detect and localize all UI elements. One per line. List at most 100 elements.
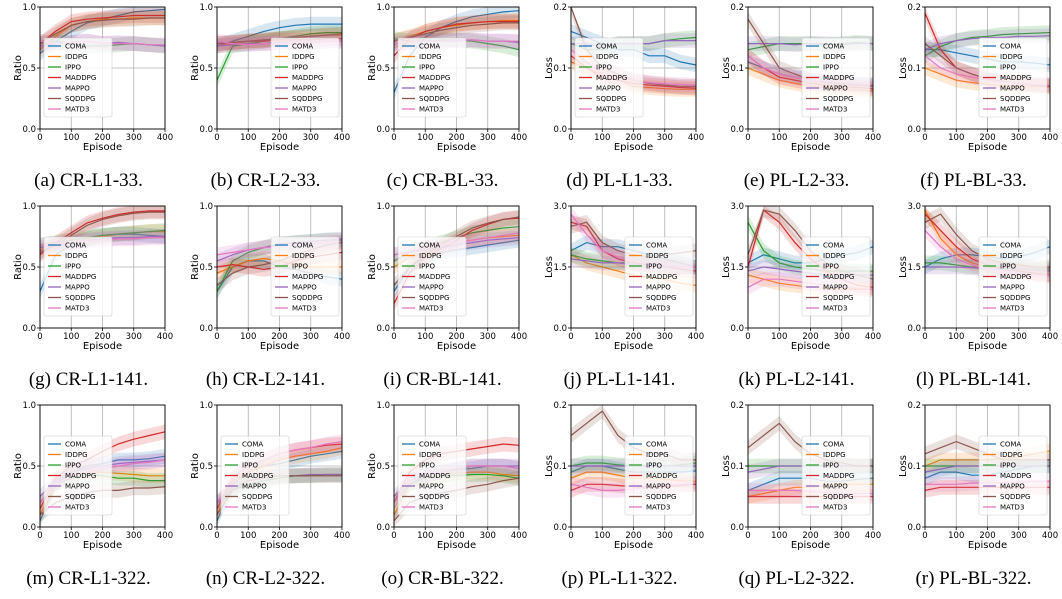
legend-label: MADDPG xyxy=(242,472,273,480)
x-tick-label: 200 xyxy=(979,332,995,342)
legend-label: MADDPG xyxy=(65,472,96,480)
legend-label: MAPPO xyxy=(419,483,444,491)
y-tick-label: 0.2 xyxy=(730,401,744,411)
legend-label: MADDPG xyxy=(646,273,677,281)
series-line xyxy=(924,35,1051,51)
chart-panel: 0 100 200 300 400 0.0 1.5 3.0 Episode Loss COMA IDD… xyxy=(885,199,1062,398)
x-tick-label: 0 xyxy=(391,133,396,143)
x-tick-label: 400 xyxy=(334,531,350,541)
x-tick-label: 200 xyxy=(448,332,464,342)
y-axis-label: Ratio xyxy=(367,453,378,479)
subfigure-caption: (o) CR-BL-322. xyxy=(381,568,504,589)
confidence-band xyxy=(394,232,519,299)
chart-panel: 0 100 200 300 400 0.0 0.1 0.2 Episode Loss COMA IDD… xyxy=(885,398,1062,597)
chart-panel: 0 100 200 300 400 0.0 0.5 1.0 Episode Ratio COMA ID… xyxy=(0,0,177,199)
y-tick-label: 1.0 xyxy=(22,3,36,13)
legend-label: IPPO xyxy=(646,263,663,271)
confidence-band xyxy=(925,25,1050,64)
legend-label: MAPPO xyxy=(242,483,267,491)
y-tick-label: 0.0 xyxy=(22,523,36,533)
x-tick-label: 300 xyxy=(480,531,496,541)
y-tick-label: 1.5 xyxy=(553,263,567,273)
legend-label: IDDPG xyxy=(823,252,846,260)
y-tick-label: 0.0 xyxy=(907,523,921,533)
y-tick-label: 0.5 xyxy=(199,263,213,273)
legend-label: SQDDPG xyxy=(646,294,676,302)
y-tick-label: 0.5 xyxy=(376,263,390,273)
series-line xyxy=(393,22,519,42)
y-tick-label: 0.0 xyxy=(22,125,36,135)
legend-label: IDDPG xyxy=(65,451,88,459)
subfigure-caption: (m) CR-L1-322. xyxy=(26,568,151,589)
legend-label: IDDPG xyxy=(1000,53,1023,61)
line-chart: 0 100 200 300 400 0.0 0.5 1.0 Episode Ratio COMA ID… xyxy=(190,401,350,551)
legend-label: IDDPG xyxy=(419,451,442,459)
y-axis-label: Loss xyxy=(544,455,555,477)
line-chart: 0 100 200 300 400 0.0 0.5 1.0 Episode Ratio COMA ID… xyxy=(13,3,173,153)
subfigure-caption: (k) PL-L2-141. xyxy=(738,369,855,390)
legend-label: COMA xyxy=(65,43,86,51)
x-tick-label: 300 xyxy=(657,133,673,143)
subfigure-caption: (j) PL-L1-141. xyxy=(563,369,676,390)
legend-label: MADDPG xyxy=(292,74,323,82)
legend-label: MAPPO xyxy=(65,284,90,292)
y-tick-label: 0.0 xyxy=(199,324,213,334)
x-tick-label: 400 xyxy=(865,531,881,541)
line-chart: 0 100 200 300 400 0.0 1.5 3.0 Episode Loss COMA IDD… xyxy=(544,202,704,352)
legend-label: IPPO xyxy=(823,462,840,470)
legend-label: IPPO xyxy=(292,263,309,271)
x-tick-label: 100 xyxy=(63,332,79,342)
legend-label: MAPPO xyxy=(1000,85,1025,93)
chart-panel: 0 100 200 300 400 0.0 0.1 0.2 Episode Loss COMA IDD… xyxy=(531,398,708,597)
x-tick-label: 0 xyxy=(568,332,573,342)
legend-label: MATD3 xyxy=(292,106,316,114)
y-tick-label: 0.1 xyxy=(907,64,921,74)
line-chart: 0 100 200 300 400 0.0 0.5 1.0 Episode Ratio COMA ID… xyxy=(190,3,350,153)
x-tick-label: 0 xyxy=(214,332,219,342)
x-tick-label: 300 xyxy=(834,531,850,541)
y-tick-label: 0.0 xyxy=(730,324,744,334)
x-tick-label: 300 xyxy=(480,133,496,143)
legend-label: IPPO xyxy=(1000,462,1017,470)
y-tick-label: 0.0 xyxy=(22,324,36,334)
x-axis-label: Episode xyxy=(791,341,830,352)
x-tick-label: 100 xyxy=(240,133,256,143)
x-tick-label: 200 xyxy=(271,332,287,342)
x-tick-label: 300 xyxy=(303,133,319,143)
y-tick-label: 3.0 xyxy=(730,202,744,212)
legend-label: SQDDPG xyxy=(596,95,626,103)
x-tick-label: 200 xyxy=(802,133,818,143)
confidence-band xyxy=(40,206,165,260)
x-tick-label: 200 xyxy=(94,133,110,143)
legend-label: SQDDPG xyxy=(823,493,853,501)
line-chart: 0 100 200 300 400 0.0 0.1 0.2 Episode Loss COMA IDD… xyxy=(898,3,1058,153)
x-tick-label: 400 xyxy=(865,133,881,143)
x-tick-label: 400 xyxy=(334,332,350,342)
legend-label: MADDPG xyxy=(419,74,450,82)
legend-label: MADDPG xyxy=(1000,472,1031,480)
legend-label: SQDDPG xyxy=(65,95,95,103)
line-chart: 0 100 200 300 400 0.0 0.5 1.0 Episode Ratio COMA ID… xyxy=(367,401,527,551)
legend-box xyxy=(978,236,1048,317)
y-tick-label: 0.5 xyxy=(22,462,36,472)
x-tick-label: 100 xyxy=(771,332,787,342)
x-tick-label: 300 xyxy=(126,332,142,342)
x-axis-label: Episode xyxy=(260,142,299,153)
y-axis-label: Ratio xyxy=(13,55,24,81)
legend-label: MAPPO xyxy=(1000,284,1025,292)
legend-label: COMA xyxy=(1000,43,1021,51)
x-tick-label: 400 xyxy=(688,332,704,342)
legend-label: SQDDPG xyxy=(823,95,853,103)
legend-label: SQDDPG xyxy=(1000,493,1030,501)
y-axis-label: Loss xyxy=(898,455,909,477)
line-chart: 0 100 200 300 400 0.0 0.5 1.0 Episode Ratio COMA ID… xyxy=(367,202,527,352)
y-tick-label: 0.2 xyxy=(907,401,921,411)
legend-label: MATD3 xyxy=(646,504,670,512)
x-tick-label: 200 xyxy=(625,133,641,143)
legend-label: SQDDPG xyxy=(823,294,853,302)
x-tick-label: 300 xyxy=(1011,531,1027,541)
line-chart: 0 100 200 300 400 0.0 1.5 3.0 Episode Loss COMA IDD… xyxy=(721,202,881,352)
y-tick-label: 0.1 xyxy=(730,64,744,74)
legend-label: MAPPO xyxy=(596,85,621,93)
